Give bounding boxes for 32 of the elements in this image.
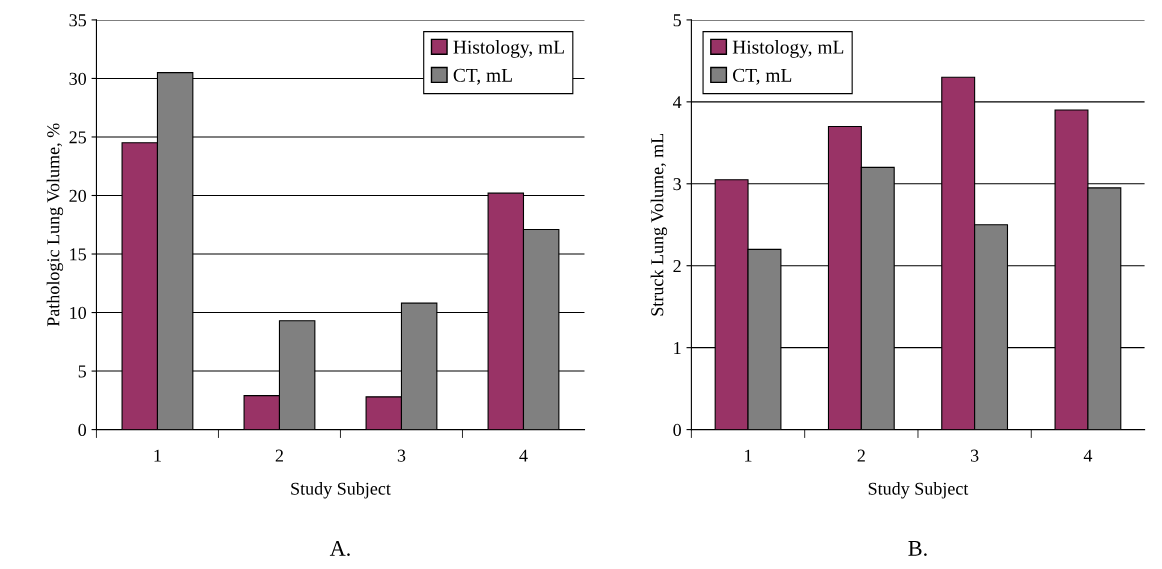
x-axis-title: Study Subject: [868, 482, 969, 499]
y-tick-label: 20: [69, 189, 87, 202]
y-tick-label: 1: [674, 342, 681, 354]
y-axis-title: Struck Lung Volume, mL: [650, 133, 668, 316]
x-tick-label: 4: [1083, 449, 1093, 462]
y-tick-label: 2: [673, 260, 681, 272]
y-axis-title: Pathologic Lung Volume, %: [46, 123, 64, 327]
x-tick-label: 2: [857, 449, 865, 462]
legend-label: Histology, mL: [732, 40, 844, 58]
y-tick-label: 5: [673, 14, 681, 27]
y-tick-label: 30: [69, 72, 87, 85]
y-tick-label: 15: [70, 248, 87, 261]
text: B.: [908, 541, 927, 556]
x-tick-label: 1: [745, 449, 752, 462]
x-tick-label: 4: [519, 449, 528, 462]
x-tick-label: 2: [275, 449, 283, 462]
y-tick-label: 0: [78, 423, 87, 437]
text: A.: [329, 540, 350, 556]
y-tick-label: 25: [69, 131, 87, 144]
y-tick-label: 0: [673, 423, 681, 437]
y-tick-label: 10: [70, 306, 87, 319]
legend-label: Histology, mL: [453, 40, 564, 58]
x-tick-label: 1: [154, 449, 161, 462]
legend-label: CT, mL: [453, 68, 512, 85]
y-tick-label: 5: [78, 365, 87, 378]
y-tick-label: 35: [69, 14, 87, 27]
y-tick-label: 4: [672, 96, 682, 109]
y-tick-label: 3: [673, 178, 681, 191]
x-tick-label: 3: [397, 449, 406, 462]
x-tick-label: 3: [970, 449, 979, 462]
legend-label: CT, mL: [733, 68, 792, 85]
x-axis-title: Study Subject: [291, 482, 391, 499]
